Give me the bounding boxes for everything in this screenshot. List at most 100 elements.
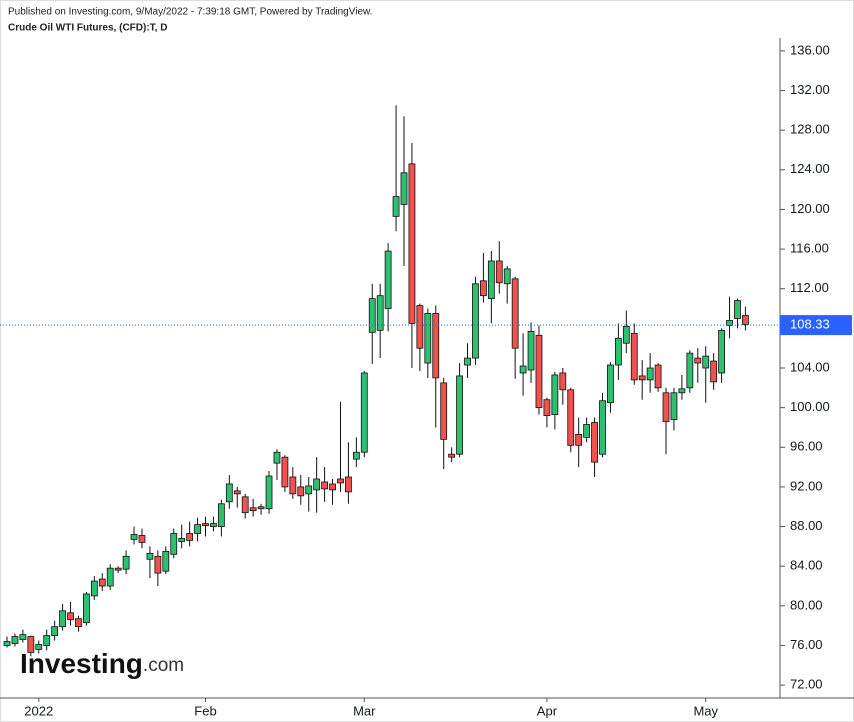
candle-body <box>607 364 614 404</box>
candle-body <box>710 360 718 383</box>
candle-body <box>352 451 360 460</box>
candle-body <box>19 634 27 640</box>
candle-body <box>178 538 186 542</box>
candle-body <box>305 485 313 495</box>
candle-body <box>130 534 138 540</box>
candle-body <box>83 593 90 624</box>
candle-body <box>543 399 551 416</box>
candle-body <box>718 329 725 374</box>
candle-body <box>329 483 336 491</box>
candle-body <box>217 503 225 527</box>
candle-body <box>345 476 352 493</box>
x-tick-label: Mar <box>353 703 376 718</box>
last-price-label: 108.33 <box>790 317 830 332</box>
candle-body <box>503 268 511 285</box>
x-tick-label: May <box>693 703 718 718</box>
candle-body <box>678 388 686 394</box>
y-tick-label: 116.00 <box>790 241 829 256</box>
candle-body <box>495 260 503 284</box>
y-tick-label: 132.00 <box>790 82 830 97</box>
candle-body <box>313 478 321 491</box>
candle-body <box>535 334 543 409</box>
candle-body <box>479 280 487 297</box>
candle-body <box>440 382 448 440</box>
candle-body <box>638 375 646 381</box>
candle-body <box>241 496 249 514</box>
y-tick-label: 104.00 <box>790 359 830 374</box>
candle-body <box>519 365 527 374</box>
candle-body <box>742 315 749 325</box>
candle-body <box>575 433 583 446</box>
candle-body <box>154 555 162 574</box>
candle-body <box>51 626 59 636</box>
candle-body <box>337 478 344 484</box>
candle-body <box>360 372 368 453</box>
candle-body <box>265 475 273 510</box>
candle-body <box>384 250 392 309</box>
x-tick-label: 2022 <box>24 703 53 718</box>
candle-body <box>591 422 598 463</box>
candle-body <box>106 567 114 587</box>
y-tick-label: 124.00 <box>790 161 830 176</box>
candle-body <box>249 507 257 512</box>
candle-body <box>3 641 11 646</box>
watermark-suffix: .com <box>143 655 184 676</box>
y-tick-label: 112.00 <box>790 280 829 295</box>
candle-body <box>432 313 440 379</box>
x-tick-label: Apr <box>537 703 558 718</box>
candle-body <box>527 330 535 371</box>
y-tick-label: 128.00 <box>790 122 830 137</box>
candle-body <box>98 578 106 587</box>
candle-body <box>273 451 281 464</box>
candle-body <box>289 476 297 495</box>
candle-body <box>567 389 575 446</box>
candle-body <box>416 305 424 349</box>
y-tick-label: 100.00 <box>790 399 830 414</box>
candle-body <box>146 552 154 560</box>
candle-body <box>11 636 19 644</box>
candle-body <box>59 610 66 628</box>
candle-body <box>194 524 201 534</box>
candle-body <box>662 392 670 422</box>
candle-body <box>43 635 51 646</box>
candle-body <box>599 400 606 455</box>
candle-body <box>448 453 456 458</box>
y-tick-label: 120.00 <box>790 201 830 216</box>
candle-body <box>694 357 702 364</box>
published-note: Published on Investing.com, 9/May/2022 -… <box>8 7 372 18</box>
candle-body <box>583 424 591 438</box>
candle-body <box>257 506 265 510</box>
candle-body <box>551 374 559 415</box>
y-tick-label: 80.00 <box>790 597 823 612</box>
candle-body <box>170 533 178 555</box>
candle-body <box>654 364 662 389</box>
candle-body <box>376 295 384 331</box>
candle-body <box>424 313 432 364</box>
y-tick-label: 96.00 <box>790 439 823 454</box>
candle-body <box>67 612 74 621</box>
y-tick-label: 92.00 <box>790 478 823 493</box>
candle-body <box>75 618 82 628</box>
candle-body <box>138 535 146 543</box>
symbol-title: Crude Oil WTI Futures, (CFD):T, D <box>8 23 167 34</box>
candle-body <box>702 355 710 369</box>
candle-body <box>646 367 654 381</box>
candle-body <box>233 490 241 495</box>
candle-body <box>90 580 98 597</box>
candle-body <box>114 567 122 571</box>
y-tick-label: 84.00 <box>790 558 823 573</box>
candle-body <box>622 325 630 344</box>
candle-body <box>630 332 638 381</box>
candle-body <box>122 555 130 570</box>
candle-body <box>614 337 622 366</box>
y-tick-label: 88.00 <box>790 518 823 533</box>
candle-body <box>202 523 209 526</box>
candle-body <box>400 172 408 205</box>
candle-body <box>321 481 329 490</box>
candle-body <box>297 486 305 497</box>
y-tick-label: 136.00 <box>790 42 830 57</box>
candle-body <box>408 163 416 324</box>
candle-body <box>686 352 694 389</box>
watermark: Investing.com <box>20 648 184 679</box>
